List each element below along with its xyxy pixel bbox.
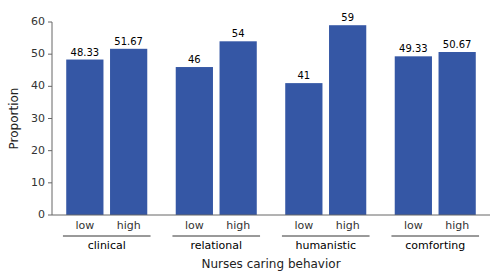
chart-container: 0 10 20 30 40 50 60 Proportion 48.33 51.67 46 54 41 5…	[0, 0, 500, 273]
data-label: 49.33	[399, 43, 428, 54]
y-tick	[48, 150, 52, 151]
subgroup-label: high	[117, 219, 141, 232]
data-labels: 48.33 51.67 46 54 41 59 49.33 50.67	[71, 12, 472, 81]
y-tick-label: 50	[31, 47, 45, 60]
y-tick	[48, 22, 52, 23]
bar	[439, 52, 476, 215]
chart-svg: 0 10 20 30 40 50 60 Proportion 48.33 51.67 46 54 41 5…	[0, 0, 500, 273]
group-bracket	[63, 236, 151, 237]
bar	[395, 56, 432, 215]
y-tick-label: 30	[31, 112, 45, 125]
x-axis-label: Nurses caring behavior	[201, 257, 340, 271]
subgroup-label: high	[336, 219, 360, 232]
y-tick-label: 0	[38, 208, 45, 221]
group-label: humanistic	[295, 239, 356, 252]
subgroup-label: high	[226, 219, 250, 232]
y-axis: 0 10 20 30 40 50 60	[31, 15, 52, 221]
subgroup-label: low	[294, 219, 313, 232]
subgroup-label: high	[445, 219, 469, 232]
data-label: 48.33	[71, 47, 100, 58]
bar	[329, 25, 366, 215]
data-label: 46	[188, 54, 201, 65]
y-tick-label: 10	[31, 176, 45, 189]
subgroup-label: low	[75, 219, 94, 232]
bar	[66, 60, 103, 215]
group-label: relational	[190, 239, 242, 252]
y-tick	[48, 54, 52, 55]
bar	[285, 83, 322, 215]
y-tick	[48, 86, 52, 87]
y-axis-label: Proportion	[7, 88, 21, 150]
y-tick	[48, 182, 52, 183]
bar	[220, 41, 257, 215]
y-tick-label: 40	[31, 79, 45, 92]
y-tick-label: 20	[31, 144, 45, 157]
x-axis-line	[52, 215, 490, 216]
bar	[176, 67, 213, 215]
group-label: clinical	[88, 239, 126, 252]
y-tick-label: 60	[31, 15, 45, 28]
group-bracket	[172, 236, 260, 237]
y-tick	[48, 215, 52, 216]
subgroup-label: low	[185, 219, 204, 232]
data-label: 59	[341, 12, 354, 23]
data-label: 54	[232, 28, 245, 39]
data-label: 51.67	[114, 36, 143, 47]
y-tick	[48, 118, 52, 119]
group-bracket	[282, 236, 370, 237]
y-axis-line	[52, 22, 53, 215]
group-label: comforting	[405, 239, 465, 252]
data-label: 50.67	[443, 39, 472, 50]
data-label: 41	[297, 70, 310, 81]
bars	[66, 25, 476, 215]
subgroup-label: low	[404, 219, 423, 232]
group-bracket	[391, 236, 479, 237]
x-axis: low high clinical low high relational low high h…	[52, 215, 490, 252]
bar	[110, 49, 147, 215]
